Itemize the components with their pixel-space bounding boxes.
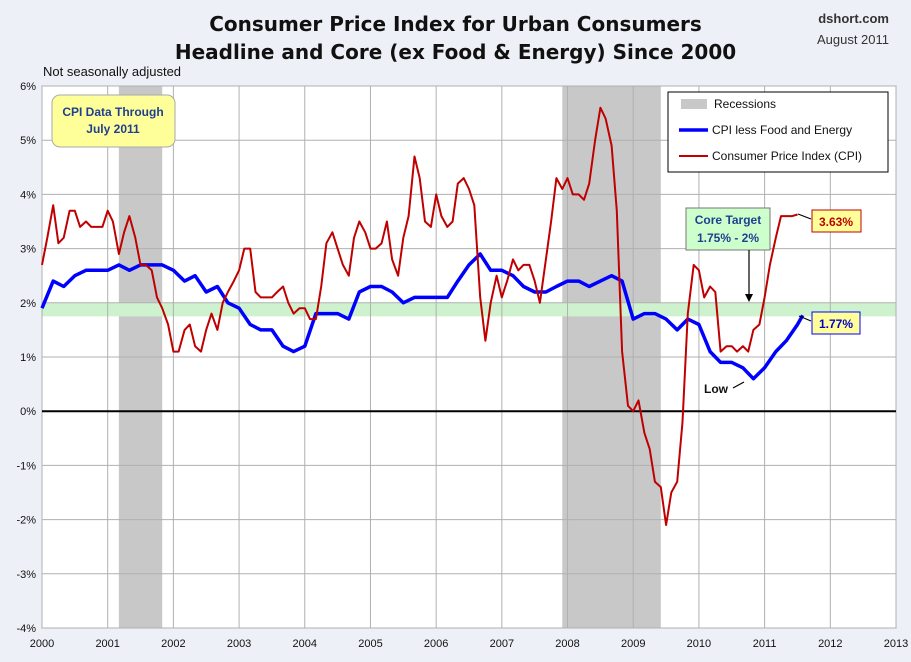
x-tick-label: 2007 — [490, 638, 514, 650]
legend-recession-label: Recessions — [714, 97, 776, 111]
legend: Recessions CPI less Food and Energy Cons… — [667, 91, 889, 173]
core-target-callout: Core Target 1.75% - 2% — [685, 207, 771, 302]
y-tick-label: 4% — [20, 189, 36, 201]
chart-title-line2: Headline and Core (ex Food & Energy) Sin… — [174, 40, 737, 64]
legend-core-label: CPI less Food and Energy — [712, 123, 852, 137]
callout-line1: CPI Data Through — [62, 105, 163, 119]
x-tick-label: 2013 — [884, 638, 908, 650]
data-through-callout: CPI Data Through July 2011 — [51, 94, 176, 148]
gridlines — [41, 85, 897, 629]
x-tick-label: 2009 — [621, 638, 645, 650]
chart-title-line1: Consumer Price Index for Urban Consumers — [209, 12, 702, 36]
x-tick-label: 2008 — [555, 638, 579, 650]
x-axis-ticks: 2000 2001 2002 2003 2004 2005 2006 2007 2008 2009… — [30, 638, 908, 650]
cpi-end-label: 3.63% — [797, 209, 862, 233]
core-end-value: 1.77% — [819, 317, 853, 331]
y-axis-ticks: -4% -3% -2% -1% 0% 1% 2% 3% 4% 5% 6% — [16, 81, 36, 635]
date-label: August 2011 — [816, 32, 889, 47]
y-tick-label: -2% — [16, 515, 36, 527]
core-target-band — [42, 302, 896, 317]
y-tick-label: 0% — [20, 406, 36, 418]
x-tick-label: 2006 — [424, 638, 448, 650]
source-label: dshort.com — [818, 11, 889, 26]
y-tick-label: 3% — [20, 244, 36, 256]
x-tick-label: 2005 — [358, 638, 382, 650]
cpi-end-arrow — [797, 213, 812, 220]
cpi-series-line — [41, 106, 798, 526]
x-tick-label: 2003 — [227, 638, 251, 650]
x-tick-label: 2002 — [161, 638, 185, 650]
x-tick-label: 2012 — [818, 638, 842, 650]
core-target-line2: 1.75% - 2% — [697, 231, 759, 245]
x-tick-label: 2004 — [293, 638, 317, 650]
x-tick-label: 2011 — [753, 638, 777, 650]
series-lines — [40, 106, 805, 526]
y-tick-label: 6% — [20, 81, 36, 93]
core-end-label: 1.77% — [798, 311, 861, 335]
core-series-line — [40, 252, 805, 381]
callout-line2: July 2011 — [86, 122, 140, 136]
y-tick-label: 5% — [20, 135, 36, 147]
y-tick-label: -4% — [16, 623, 36, 635]
x-tick-label: 2001 — [95, 638, 119, 650]
legend-cpi-label: Consumer Price Index (CPI) — [712, 149, 862, 163]
y-tick-label: 1% — [20, 352, 36, 364]
y-tick-label: -1% — [16, 460, 36, 472]
low-label: Low — [704, 382, 729, 396]
cpi-end-value: 3.63% — [819, 215, 853, 229]
low-annotation: Low — [704, 381, 745, 396]
x-tick-label: 2000 — [30, 638, 54, 650]
core-target-line1: Core Target — [695, 213, 761, 227]
x-tick-label: 2010 — [687, 638, 711, 650]
legend-recession-swatch — [681, 99, 707, 109]
core-target-arrowhead — [745, 294, 753, 302]
low-arrow — [732, 381, 745, 389]
seasonal-note: Not seasonally adjusted — [43, 64, 182, 79]
y-tick-label: -3% — [16, 569, 36, 581]
y-tick-label: 2% — [20, 298, 36, 310]
core-end-arrow — [798, 315, 812, 322]
